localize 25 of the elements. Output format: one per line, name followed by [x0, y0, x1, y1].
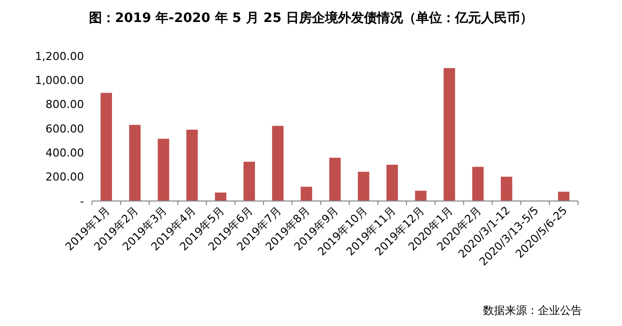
- bar: [214, 192, 226, 201]
- bar: [100, 92, 112, 201]
- bar: [358, 172, 370, 201]
- y-tick-label: -: [80, 194, 84, 208]
- bar: [500, 176, 512, 201]
- y-tick-label: 1,200.00: [35, 50, 84, 63]
- bar: [158, 138, 170, 201]
- bar: [472, 166, 484, 201]
- chart-title: 图：2019 年-2020 年 5 月 25 日房企境外发债情况（单位：亿元人民币）: [88, 10, 534, 26]
- y-tick-label: 800.00: [46, 98, 84, 112]
- bar: [300, 186, 312, 201]
- y-tick-label: 400.00: [46, 146, 84, 160]
- y-tick-label: 600.00: [46, 122, 84, 136]
- bar: [329, 158, 341, 201]
- bar: [186, 130, 198, 201]
- bar: [244, 162, 255, 201]
- bar: [272, 126, 284, 201]
- y-tick-label: 200.00: [46, 170, 84, 184]
- bar: [129, 124, 141, 201]
- y-tick-label: 1,000.00: [35, 74, 84, 88]
- bar: [415, 190, 426, 201]
- bar: [444, 68, 456, 201]
- bar: [386, 164, 398, 201]
- source-note: 数据来源：企业公告: [483, 304, 582, 317]
- bar: [558, 192, 570, 201]
